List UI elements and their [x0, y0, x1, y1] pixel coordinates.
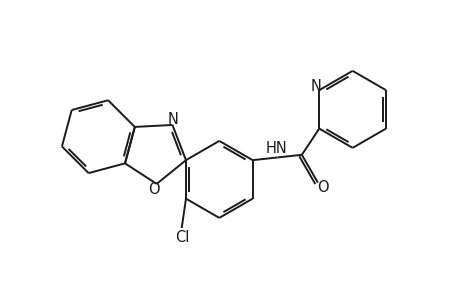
- Text: O: O: [317, 181, 328, 196]
- Text: Cl: Cl: [175, 230, 190, 245]
- Text: N: N: [167, 112, 178, 127]
- Text: N: N: [310, 80, 321, 94]
- Text: HN: HN: [265, 141, 287, 156]
- Text: O: O: [148, 182, 159, 197]
